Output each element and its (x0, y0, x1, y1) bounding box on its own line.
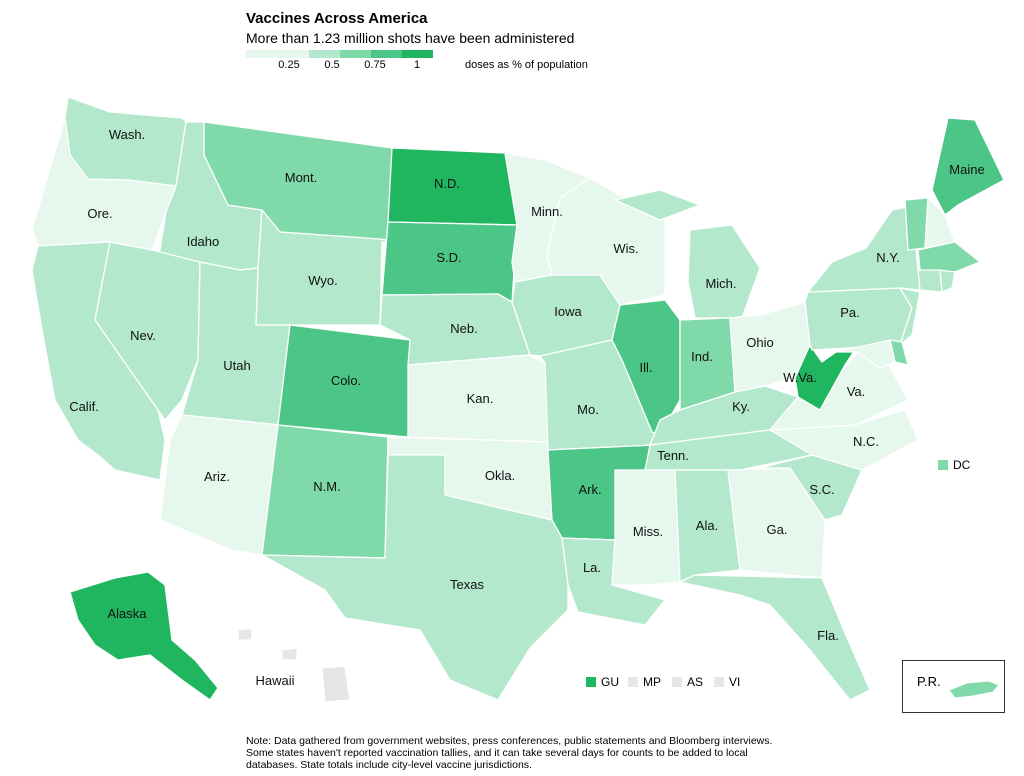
state-label-ky: Ky. (732, 399, 750, 414)
legend-swatch-0 (246, 50, 309, 58)
state-hi[interactable] (237, 627, 351, 703)
state-label-sd: S.D. (436, 250, 461, 265)
as-label: AS (687, 675, 704, 689)
territory-as[interactable]: AS (672, 675, 703, 689)
legend-tick-1: 0.5 (324, 59, 340, 71)
state-md[interactable] (835, 339, 896, 369)
mp-swatch (628, 677, 638, 687)
legend-unit-label: doses as % of population (465, 59, 588, 71)
state-label-ak: Alaska (107, 606, 147, 621)
legend-tick-3: 1 (413, 59, 421, 71)
state-label-wv: W.Va. (783, 370, 817, 385)
state-label-in: Ind. (691, 349, 713, 364)
pr-shape (948, 680, 1000, 699)
state-label-ar: Ark. (578, 482, 601, 497)
legend-swatch-2 (340, 50, 371, 58)
dc-label: DC (953, 458, 971, 472)
state-label-tn: Tenn. (657, 448, 689, 463)
state-label-fl: Fla. (817, 628, 839, 643)
state-label-mo: Mo. (577, 402, 599, 417)
state-fl[interactable] (679, 574, 871, 701)
state-label-ms: Miss. (633, 524, 663, 539)
state-label-co: Colo. (331, 373, 361, 388)
puerto-rico-inset[interactable]: P.R. (902, 660, 1005, 713)
as-swatch (672, 677, 682, 687)
state-label-nd: N.D. (434, 176, 460, 191)
state-label-nm: N.M. (313, 479, 340, 494)
state-label-mn: Minn. (531, 204, 563, 219)
legend-tick-2: 0.75 (364, 59, 386, 71)
footnote: Note: Data gathered from government webs… (246, 735, 773, 771)
state-label-la: La. (583, 560, 601, 575)
gu-label: GU (601, 675, 619, 689)
territory-vi[interactable]: VI (714, 675, 740, 689)
state-or[interactable] (31, 117, 177, 251)
state-label-ga: Ga. (767, 522, 788, 537)
state-ct[interactable] (917, 269, 943, 293)
state-label-ok: Okla. (485, 468, 515, 483)
state-label-nc: N.C. (853, 434, 879, 449)
state-label-mt: Mont. (285, 170, 318, 185)
state-nj[interactable] (899, 287, 921, 346)
state-label-al: Ala. (696, 518, 718, 533)
legend-swatch-3 (371, 50, 402, 58)
legend-swatch-1 (309, 50, 340, 58)
state-az[interactable] (159, 414, 281, 556)
state-label-hi: Hawaii (255, 673, 294, 688)
state-label-tx: Texas (450, 577, 484, 592)
state-label-id: Idaho (187, 234, 220, 249)
state-label-wy: Wyo. (308, 273, 338, 288)
territory-gu[interactable]: GU (586, 675, 619, 689)
state-label-ne: Neb. (450, 321, 477, 336)
state-ma[interactable] (917, 241, 981, 273)
state-al[interactable] (674, 469, 741, 583)
state-ri[interactable] (939, 269, 956, 293)
gu-swatch (586, 677, 596, 687)
state-label-wi: Wis. (613, 241, 638, 256)
state-label-me: Maine (949, 162, 984, 177)
state-label-oh: Ohio (746, 335, 773, 350)
legend-tick-0: 0.25 (278, 59, 300, 71)
mp-label: MP (643, 675, 661, 689)
pr-label: P.R. (917, 674, 941, 689)
state-label-mi: Mich. (705, 276, 736, 291)
state-label-wa: Wash. (109, 127, 145, 142)
legend-swatch-4 (402, 50, 433, 58)
state-label-il: Ill. (640, 360, 653, 375)
state-label-ny: N.Y. (876, 250, 900, 265)
state-vt[interactable] (904, 197, 929, 251)
vi-swatch (714, 677, 724, 687)
page-title: Vaccines Across America (246, 10, 428, 27)
state-label-az: Ariz. (204, 469, 230, 484)
territory-mp[interactable]: MP (628, 675, 661, 689)
state-tx[interactable] (261, 454, 569, 701)
dc-swatch (938, 460, 948, 470)
state-label-ks: Kan. (467, 391, 494, 406)
state-label-nv: Nev. (130, 328, 156, 343)
state-label-sc: S.C. (809, 482, 834, 497)
state-label-ia: Iowa (554, 304, 582, 319)
state-label-pa: Pa. (840, 305, 860, 320)
state-label-or: Ore. (87, 206, 112, 221)
state-nv[interactable] (94, 241, 201, 421)
vi-label: VI (729, 675, 741, 689)
state-label-va: Va. (847, 384, 866, 399)
state-label-ut: Utah (223, 358, 250, 373)
page-subtitle: More than 1.23 million shots have been a… (246, 30, 575, 46)
state-ak[interactable] (69, 571, 219, 701)
color-legend: 0.25 0.5 0.75 1 doses as % of population (246, 50, 686, 74)
state-ny[interactable] (807, 205, 921, 293)
territory-dc[interactable]: DC (938, 458, 970, 472)
state-label-ca: Calif. (69, 399, 99, 414)
